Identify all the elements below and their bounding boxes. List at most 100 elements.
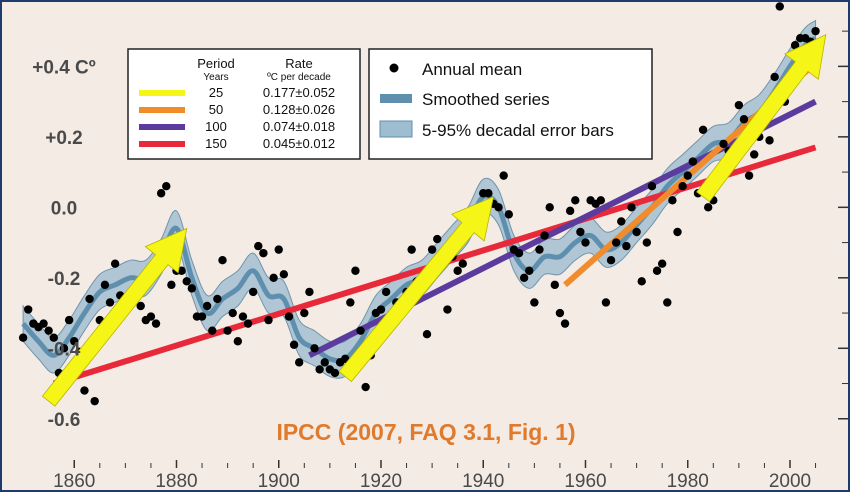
annual-mean-point	[305, 287, 314, 297]
annual-mean-point	[294, 358, 304, 367]
annual-mean-point	[218, 255, 227, 265]
annual-mean-point	[770, 72, 779, 82]
legend-band-swatch	[379, 120, 413, 138]
annual-mean-point	[80, 386, 89, 395]
annual-mean-point	[530, 298, 539, 307]
annual-mean-point	[519, 273, 529, 283]
x-tick-label: 1880	[155, 471, 197, 490]
annual-mean-point	[18, 333, 28, 342]
annual-mean-point	[110, 259, 120, 268]
annual-mean-point	[504, 210, 513, 219]
annual-mean-point	[576, 227, 585, 237]
annual-mean-point	[233, 337, 243, 346]
annual-mean-point	[606, 255, 616, 265]
legend-box	[368, 48, 653, 160]
annual-mean-point	[632, 227, 641, 237]
annual-mean-point	[422, 329, 432, 339]
annual-mean-point	[310, 344, 319, 353]
x-tick-label: 1900	[258, 471, 300, 490]
annual-mean-point	[744, 171, 754, 180]
y-tick-label: -0.2	[48, 269, 81, 290]
annual-mean-point	[734, 100, 744, 110]
trend-table-header-rate-sub: ºC per decade	[267, 72, 331, 83]
annual-mean-point	[136, 301, 145, 311]
annual-mean-point	[167, 280, 176, 290]
annual-mean-point	[208, 326, 217, 335]
annual-mean-point	[300, 308, 309, 318]
annual-mean-point	[545, 203, 554, 212]
annual-mean-point	[514, 248, 524, 258]
trend-table-rate-100: 0.074±0.018	[263, 119, 335, 134]
annual-mean-point	[105, 298, 115, 307]
annual-mean-point	[24, 305, 33, 314]
x-tick-label: 1920	[360, 471, 402, 490]
annual-mean-point	[657, 259, 667, 268]
y-tick-label: +0.2	[45, 128, 83, 149]
trend-table-rate-150: 0.045±0.012	[263, 136, 335, 151]
annual-mean-point	[223, 326, 232, 335]
y-tick-label: -0.4	[48, 339, 81, 360]
annual-mean-point	[627, 203, 636, 212]
annual-mean-point	[540, 231, 549, 240]
tick-labels-layer: 1860 1880 1900 1920 1940 1960 1980 2000 +0.4 Cº +…	[32, 57, 811, 490]
legend-entry-annual-mean: Annual mean	[422, 60, 522, 79]
annual-mean-point	[361, 382, 370, 392]
trend-table-box	[127, 48, 361, 160]
annual-mean-point	[688, 157, 698, 166]
chart-caption: IPCC (2007, FAQ 3.1, Fig. 1)	[276, 419, 575, 445]
legend-line-swatch	[380, 94, 412, 103]
annual-mean-point	[647, 181, 657, 191]
annual-mean-point	[243, 319, 253, 328]
annual-mean-point	[811, 26, 820, 36]
x-tick-label: 1860	[53, 471, 95, 490]
trend-table-header-period-sub: Years	[203, 72, 228, 83]
annual-mean-point	[49, 333, 58, 342]
annual-mean-point	[550, 280, 560, 290]
annual-mean-point	[698, 125, 708, 135]
annual-mean-point	[284, 312, 294, 321]
annual-mean-point	[535, 245, 544, 254]
annual-mean-point	[289, 340, 299, 349]
annual-mean-point	[376, 305, 386, 314]
annual-mean-point	[146, 312, 156, 321]
annual-mean-point	[238, 312, 248, 321]
annual-mean-point	[85, 294, 94, 304]
trend-table-period-25: 25	[209, 85, 223, 100]
annual-mean-point	[254, 241, 263, 251]
trend-table-rate-50: 0.128±0.026	[263, 102, 335, 117]
annual-mean-point	[453, 266, 462, 275]
trend-table-period-100: 100	[205, 119, 227, 134]
annual-mean-point	[703, 203, 713, 212]
annual-mean-point	[458, 259, 467, 268]
annual-mean-point	[269, 273, 278, 283]
annual-mean-point	[228, 308, 237, 318]
trend-arrow-1	[41, 227, 188, 407]
annual-mean-point	[213, 294, 222, 304]
x-tick-label: 2000	[769, 471, 811, 490]
annual-mean-point	[668, 196, 677, 205]
annual-mean-point	[637, 277, 646, 286]
annual-mean-point	[484, 189, 493, 198]
x-tick-label: 1940	[462, 471, 504, 490]
annual-mean-point	[601, 298, 611, 307]
annual-mean-point	[346, 298, 355, 307]
legend-entry-error-bars: 5-95% decadal error bars	[422, 121, 614, 140]
annual-mean-point	[315, 365, 324, 374]
annual-mean-point	[156, 189, 166, 198]
annual-mean-point	[177, 266, 186, 275]
annual-mean-point	[673, 227, 682, 237]
legend: Annual mean Smoothed series 5-95% decada…	[368, 48, 653, 160]
axes	[73, 30, 848, 468]
annual-mean-point	[279, 270, 289, 279]
annual-mean-point	[560, 319, 570, 328]
trend-table-period-150: 150	[205, 136, 227, 151]
y-tick-label: -0.6	[48, 410, 81, 431]
annual-mean-point	[259, 248, 268, 258]
trend-arrow-3	[696, 33, 827, 203]
annual-mean-point	[499, 171, 508, 180]
annual-mean-point	[70, 337, 79, 346]
annual-mean-point	[765, 136, 774, 145]
annual-mean-point	[617, 217, 626, 226]
